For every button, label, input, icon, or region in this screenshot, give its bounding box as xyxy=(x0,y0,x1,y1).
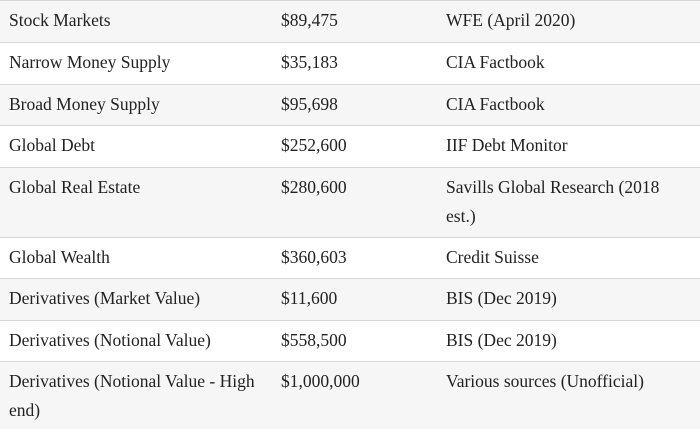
source-cell: WFE (April 2020) xyxy=(446,10,576,30)
asset-cell: Global Real Estate xyxy=(9,177,141,197)
asset-cell: Derivatives (Notional Value - High end) xyxy=(9,371,255,420)
asset-cell: Derivatives (Market Value) xyxy=(9,288,201,308)
table-row: Narrow Money Supply $35,183 CIA Factbook xyxy=(0,43,700,85)
source-cell: Savills Global Research (2018 est.) xyxy=(446,177,660,226)
asset-cell: Narrow Money Supply xyxy=(9,52,171,72)
value-cell: $252,600 xyxy=(281,135,347,155)
value-cell: $35,183 xyxy=(281,52,338,72)
value-cell: $11,600 xyxy=(281,288,338,308)
source-cell: BIS (Dec 2019) xyxy=(446,330,557,350)
source-cell: CIA Factbook xyxy=(446,94,545,114)
asset-cell: Global Wealth xyxy=(9,247,110,267)
source-cell: CIA Factbook xyxy=(446,52,545,72)
table-row: Stock Markets $89,475 WFE (April 2020) xyxy=(0,1,700,43)
asset-cell: Broad Money Supply xyxy=(9,94,160,114)
table-row: Derivatives (Notional Value) $558,500 BI… xyxy=(0,321,700,362)
asset-cell: Global Debt xyxy=(9,135,96,155)
value-cell: $95,698 xyxy=(281,94,338,114)
table-row: Global Wealth $360,603 Credit Suisse xyxy=(0,238,700,279)
source-cell: BIS (Dec 2019) xyxy=(446,288,557,308)
value-cell: $558,500 xyxy=(281,330,347,350)
value-cell: $360,603 xyxy=(281,247,347,267)
source-cell: Credit Suisse xyxy=(446,247,539,267)
source-cell: IIF Debt Monitor xyxy=(446,135,568,155)
table-row: Global Debt $252,600 IIF Debt Monitor xyxy=(0,126,700,168)
asset-cell: Derivatives (Notional Value) xyxy=(9,330,211,350)
asset-cell: Stock Markets xyxy=(9,10,111,30)
value-cell: $280,600 xyxy=(281,177,347,197)
value-cell: $89,475 xyxy=(281,10,338,30)
value-cell: $1,000,000 xyxy=(281,371,360,391)
table-row: Derivatives (Market Value) $11,600 BIS (… xyxy=(0,279,700,321)
table-row: Global Real Estate $280,600 Savills Glob… xyxy=(0,168,700,238)
table-row: Derivatives (Notional Value - High end) … xyxy=(0,362,700,429)
source-cell: Various sources (Unofficial) xyxy=(446,371,644,391)
table-row: Broad Money Supply $95,698 CIA Factbook xyxy=(0,85,700,126)
